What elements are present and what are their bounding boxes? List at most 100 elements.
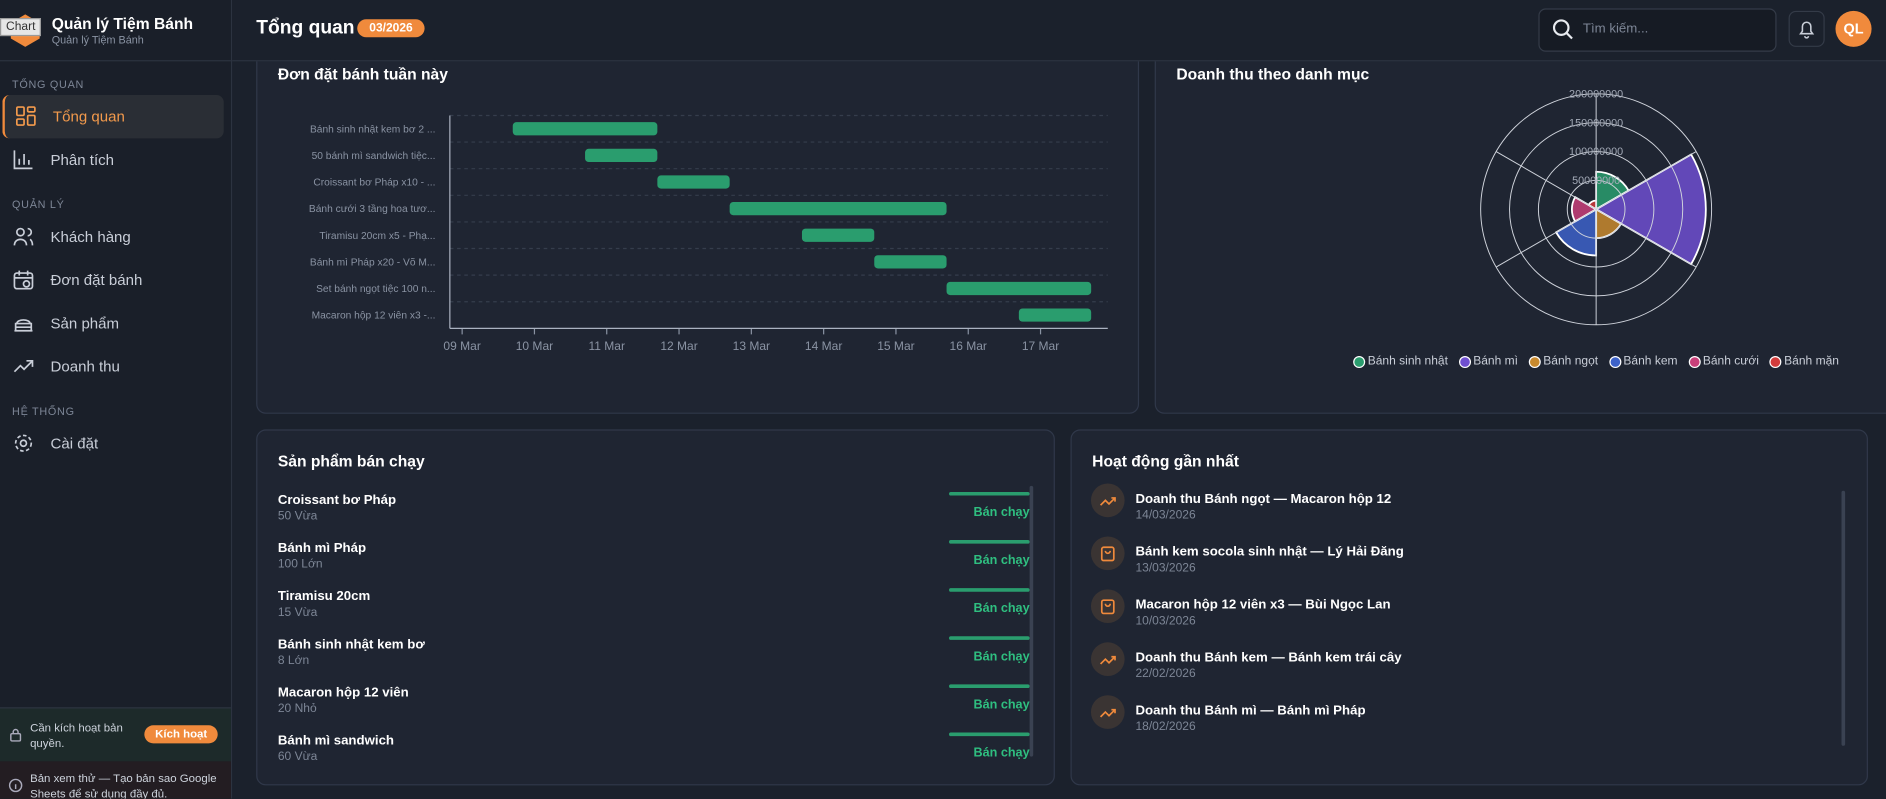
avatar[interactable]: QL <box>1835 10 1872 47</box>
y-tick-label: Bánh sinh nhật kem bơ 2 ... <box>310 124 435 135</box>
product-name: Bánh mì Pháp <box>277 541 367 556</box>
x-tick-label: 14 Mar <box>805 339 842 353</box>
product-bar <box>949 540 1030 544</box>
nav-item[interactable]: Khách hàng <box>2 215 223 258</box>
nav-section: TỔNG QUAN Tổng quan Phân tích <box>0 60 231 181</box>
scrollbar[interactable] <box>1029 485 1034 757</box>
sidebar: Chart Quản lý Tiệm Bánh Quản lý Tiệm Bán… <box>0 0 233 799</box>
page-title: Tổng quan <box>256 18 355 39</box>
spoke <box>1595 151 1697 210</box>
product-row: Bánh mì sandwich 60 Vừa Bán chạy <box>278 732 1030 782</box>
nav: TỔNG QUAN Tổng quan Phân tích QUẢN LÝ Khách … <box>0 60 231 465</box>
nav-item[interactable]: Cài đặt <box>2 422 223 465</box>
scrollbar[interactable] <box>1841 490 1846 746</box>
orders-panel: Đơn đặt bánh tuần này 09 Mar 10 Mar 11 Mar… <box>256 36 1140 414</box>
notification-button[interactable] <box>1788 10 1825 47</box>
brand-subtitle: Quản lý Tiệm Bánh <box>51 33 144 46</box>
logo-alt: Chart <box>0 18 42 37</box>
nav-label: Sản phẩm <box>50 315 120 332</box>
license-text: Cần kích hoạt bản quyền. <box>30 721 123 751</box>
legend-item[interactable]: Bánh ngọt <box>1528 354 1599 369</box>
legend-label: Bánh ngọt <box>1543 354 1599 369</box>
nav-section-title: QUẢN LÝ <box>12 198 65 211</box>
products-panel: Sản phẩm bán chạy Croissant bơ Pháp 50 Vừ… <box>256 429 1055 786</box>
legend-label: Bánh sinh nhật <box>1367 354 1448 369</box>
activity-row: Macaron hộp 12 viên x3 — Bùi Ngọc Lan 10/… <box>1090 589 1813 646</box>
search-placeholder: Tìm kiếm... <box>1582 21 1649 37</box>
nav-item[interactable]: Phân tích <box>2 138 223 181</box>
legend-item[interactable]: Bánh mì <box>1458 355 1518 368</box>
polar-wedge <box>1554 207 1598 257</box>
product-bar <box>949 491 1030 496</box>
info-icon <box>8 778 23 793</box>
nav-item[interactable]: Tổng quan <box>2 95 224 139</box>
y-tick-label: 50 bánh mì sandwich tiệc... <box>312 151 436 162</box>
product-name: Croissant bơ Pháp <box>277 493 397 508</box>
radial-tick-label: 50000000 <box>1572 175 1620 187</box>
legend-swatch <box>1688 355 1701 368</box>
panel-title: Doanh thu theo danh mục <box>1176 64 1370 83</box>
nav-icon <box>15 106 36 126</box>
y-tick-label: Tiramisu 20cm x5 - Phạ... <box>319 231 435 242</box>
legend-swatch <box>1769 355 1782 368</box>
legend-item[interactable]: Bánh cưới <box>1688 354 1759 369</box>
nav-item[interactable]: Doanh thu <box>2 345 223 388</box>
spoke <box>1595 208 1697 268</box>
product-status: Bán chạy <box>973 649 1030 664</box>
lock-icon <box>10 728 22 742</box>
activity-title: Macaron hộp 12 viên x3 — Bùi Ngọc Lan <box>1135 597 1391 613</box>
legend-item[interactable]: Bánh sinh nhật <box>1353 355 1448 368</box>
nav-section-title: HỆ THỐNG <box>12 405 75 418</box>
nav-icon <box>14 319 33 332</box>
nav-label: Phân tích <box>50 151 115 169</box>
gantt-bar <box>874 255 947 269</box>
legend: Bánh sinh nhật Bánh mì Bánh ngọt Bánh kem Bá… <box>1156 355 1886 368</box>
product-detail: 50 Vừa <box>277 509 318 524</box>
legend-swatch <box>1608 355 1621 368</box>
activity-date: 18/02/2026 <box>1135 720 1196 734</box>
activity-icon-glyph <box>1099 497 1116 506</box>
legend-item[interactable]: Bánh mặn <box>1769 355 1839 368</box>
bell-icon <box>1799 21 1815 39</box>
activity-title: Bánh kem socola sinh nhật — Lý Hải Đăng <box>1135 544 1404 560</box>
panel-title: Sản phẩm bán chạy <box>277 452 425 471</box>
product-row: Macaron hộp 12 viên 20 Nhỏ Bán chạy <box>278 684 1030 734</box>
nav-icon <box>13 150 33 170</box>
x-tick-label: 10 Mar <box>516 339 553 353</box>
gantt-bar <box>729 201 947 216</box>
product-name: Bánh sinh nhật kem bơ <box>277 637 425 652</box>
legend-item[interactable]: Bánh kem <box>1608 355 1678 368</box>
y-tick-label: Set bánh ngọt tiệc 100 n... <box>316 284 435 295</box>
activity-icon-glyph <box>1100 599 1115 615</box>
period-badge: 03/2026 <box>357 19 425 38</box>
nav-section: QUẢN LÝ Khách hàng Đơn đặt bánh Sản phẩm Doa… <box>0 182 231 389</box>
gantt-bar <box>946 281 1092 296</box>
activity-date: 14/03/2026 <box>1135 508 1196 523</box>
product-status: Bán chạy <box>973 601 1030 616</box>
product-detail: 15 Vừa <box>277 606 318 620</box>
spoke <box>1495 208 1597 268</box>
product-status: Bán chạy <box>973 745 1030 761</box>
legend-label: Bánh cưới <box>1702 354 1759 369</box>
brand: Chart Quản lý Tiệm Bánh Quản lý Tiệm Bán… <box>0 0 231 62</box>
gantt-bar <box>512 122 658 136</box>
search-icon <box>1552 19 1573 40</box>
product-row: Croissant bơ Pháp 50 Vừa Bán chạy <box>277 491 1030 541</box>
activity-icon <box>1090 589 1125 624</box>
activity-title: Doanh thu Bánh ngọt — Macaron hộp 12 <box>1135 491 1392 507</box>
x-tick-label: 15 Mar <box>877 339 914 353</box>
header: Tổng quan 03/2026 Tìm kiếm... QL <box>232 0 1886 62</box>
nav-section-title: TỔNG QUAN <box>12 78 85 91</box>
nav-item[interactable]: Sản phẩm <box>2 302 223 345</box>
x-tick-label: 11 Mar <box>588 339 625 353</box>
activity-icon-glyph <box>1100 546 1115 562</box>
gantt-bar <box>657 175 730 189</box>
activate-button[interactable]: Kích hoạt <box>144 725 219 744</box>
license-box: Cần kích hoạt bản quyền. Kích hoạt <box>0 707 231 762</box>
product-bar <box>949 636 1030 640</box>
revenue-panel: Doanh thu theo danh mục 50000000 10000000… <box>1154 36 1886 414</box>
nav-item[interactable]: Đơn đặt bánh <box>2 259 223 302</box>
y-tick-label: Croissant bơ Pháp x10 - ... <box>313 178 435 189</box>
search-box[interactable]: Tìm kiếm... <box>1538 8 1777 52</box>
